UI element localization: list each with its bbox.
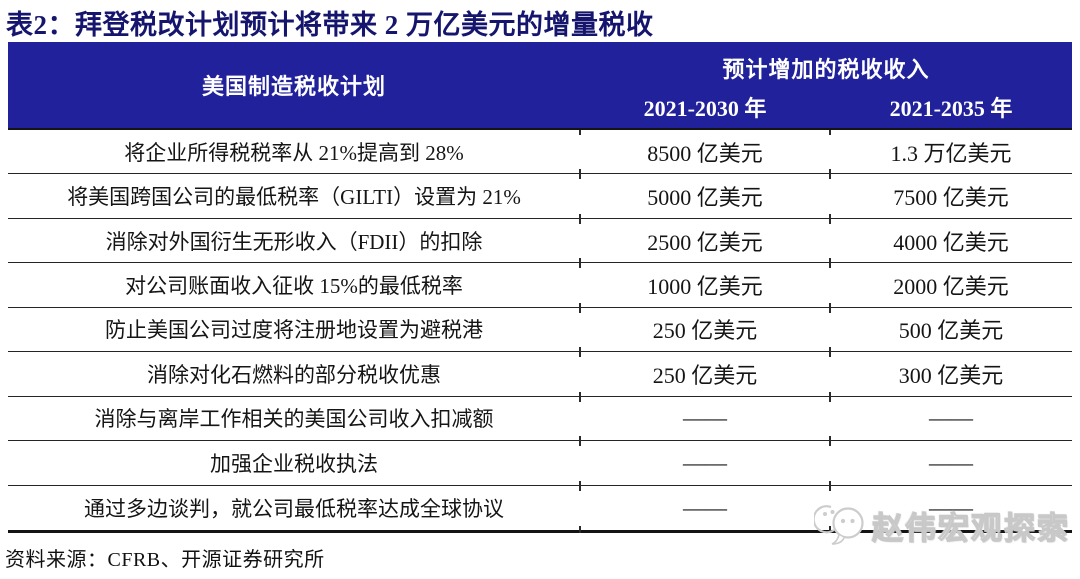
value-2030-cell: —— bbox=[580, 397, 831, 447]
plan-cell: 防止美国公司过度将注册地设置为避税港 bbox=[8, 308, 581, 358]
value-2035-cell: 4000 亿美元 bbox=[893, 229, 1009, 255]
watermark-text: 赵伟宏观探索 bbox=[871, 510, 1070, 546]
plan-cell: 对公司账面收入征收 15%的最低税率 bbox=[8, 263, 581, 314]
table-row: 消除对化石燃料的部分税收优惠 250 亿美元 300 亿美元 bbox=[8, 352, 1072, 403]
plan-cell: 通过多边谈判，就公司最低税率达成全球协议 bbox=[8, 486, 581, 534]
value-2035-cell: 1.3 万亿美元 bbox=[890, 140, 1012, 166]
value-2030-cell: 1000 亿美元 bbox=[580, 263, 831, 314]
value-2030-cell: 8500 亿美元 bbox=[580, 130, 831, 180]
source-note: 资料来源：CFRB、开源证券研究所 bbox=[5, 549, 325, 571]
table-row: 通过多边谈判，就公司最低税率达成全球协议 —— —— bbox=[8, 486, 1072, 534]
table-body: 将企业所得税税率从 21%提高到 28% 8500 亿美元 1.3 万亿美元 将… bbox=[8, 130, 1072, 534]
plan-cell: 将美国跨国公司的最低税率（GILTI）设置为 21% bbox=[8, 174, 581, 225]
header-plan-column: 美国制造税收计划 bbox=[201, 74, 386, 99]
table-row: 对公司账面收入征收 15%的最低税率 1000 亿美元 2000 亿美元 bbox=[8, 263, 1072, 314]
value-2030-cell: 5000 亿美元 bbox=[580, 174, 831, 225]
tax-plan-table: 美国制造税收计划 预计增加的税收收入 2021-2030 年 2021-2035… bbox=[8, 42, 1072, 534]
value-2035-cell: —— bbox=[929, 449, 973, 475]
value-2035-cell: 2000 亿美元 bbox=[893, 274, 1009, 300]
table-row: 将企业所得税税率从 21%提高到 28% 8500 亿美元 1.3 万亿美元 bbox=[8, 130, 1072, 180]
plan-cell: 消除对化石燃料的部分税收优惠 bbox=[8, 352, 581, 403]
plan-cell: 消除与离岸工作相关的美国公司收入扣减额 bbox=[8, 397, 581, 447]
table-row: 加强企业税收执法 —— —— bbox=[8, 441, 1072, 492]
table-header: 美国制造税收计划 预计增加的税收收入 2021-2030 年 2021-2035… bbox=[8, 42, 1072, 130]
value-2030-cell: 250 亿美元 bbox=[580, 352, 831, 403]
table-row: 消除与离岸工作相关的美国公司收入扣减额 —— —— bbox=[8, 397, 1072, 447]
value-2035-cell: —— bbox=[929, 405, 973, 431]
value-2035-cell: 7500 亿美元 bbox=[893, 185, 1009, 211]
chat-bubbles-icon bbox=[812, 497, 868, 554]
table-row: 消除对外国衍生无形收入（FDII）的扣除 2500 亿美元 4000 亿美元 bbox=[8, 219, 1072, 269]
plan-cell: 加强企业税收执法 bbox=[8, 441, 581, 492]
value-2035-cell: 300 亿美元 bbox=[898, 362, 1004, 388]
page-title: 表2：拜登税改计划预计将带来 2 万亿美元的增量税收 bbox=[6, 10, 654, 40]
value-2030-cell: —— bbox=[580, 441, 831, 492]
plan-cell: 将企业所得税税率从 21%提高到 28% bbox=[8, 130, 581, 180]
value-2035-cell: —— bbox=[929, 494, 973, 520]
value-2030-cell: 2500 亿美元 bbox=[580, 219, 831, 269]
header-col-2021-2030: 2021-2030 年 bbox=[643, 96, 767, 121]
table-row: 将美国跨国公司的最低税率（GILTI）设置为 21% 5000 亿美元 7500… bbox=[8, 174, 1072, 225]
header-year-columns: 2021-2030 年 2021-2035 年 bbox=[580, 86, 1072, 128]
value-2030-cell: 250 亿美元 bbox=[580, 308, 831, 358]
value-2035-cell: 500 亿美元 bbox=[898, 318, 1004, 344]
header-revenue-group-label: 预计增加的税收收入 bbox=[722, 57, 930, 82]
table-row: 防止美国公司过度将注册地设置为避税港 250 亿美元 500 亿美元 bbox=[8, 308, 1072, 358]
watermark: 赵伟宏观探索 bbox=[812, 497, 1070, 554]
header-col-2021-2035: 2021-2035 年 bbox=[889, 96, 1013, 121]
value-2030-cell: —— bbox=[580, 486, 831, 534]
header-revenue-group: 预计增加的税收收入 2021-2030 年 2021-2035 年 bbox=[580, 42, 1072, 128]
plan-cell: 消除对外国衍生无形收入（FDII）的扣除 bbox=[8, 219, 581, 269]
